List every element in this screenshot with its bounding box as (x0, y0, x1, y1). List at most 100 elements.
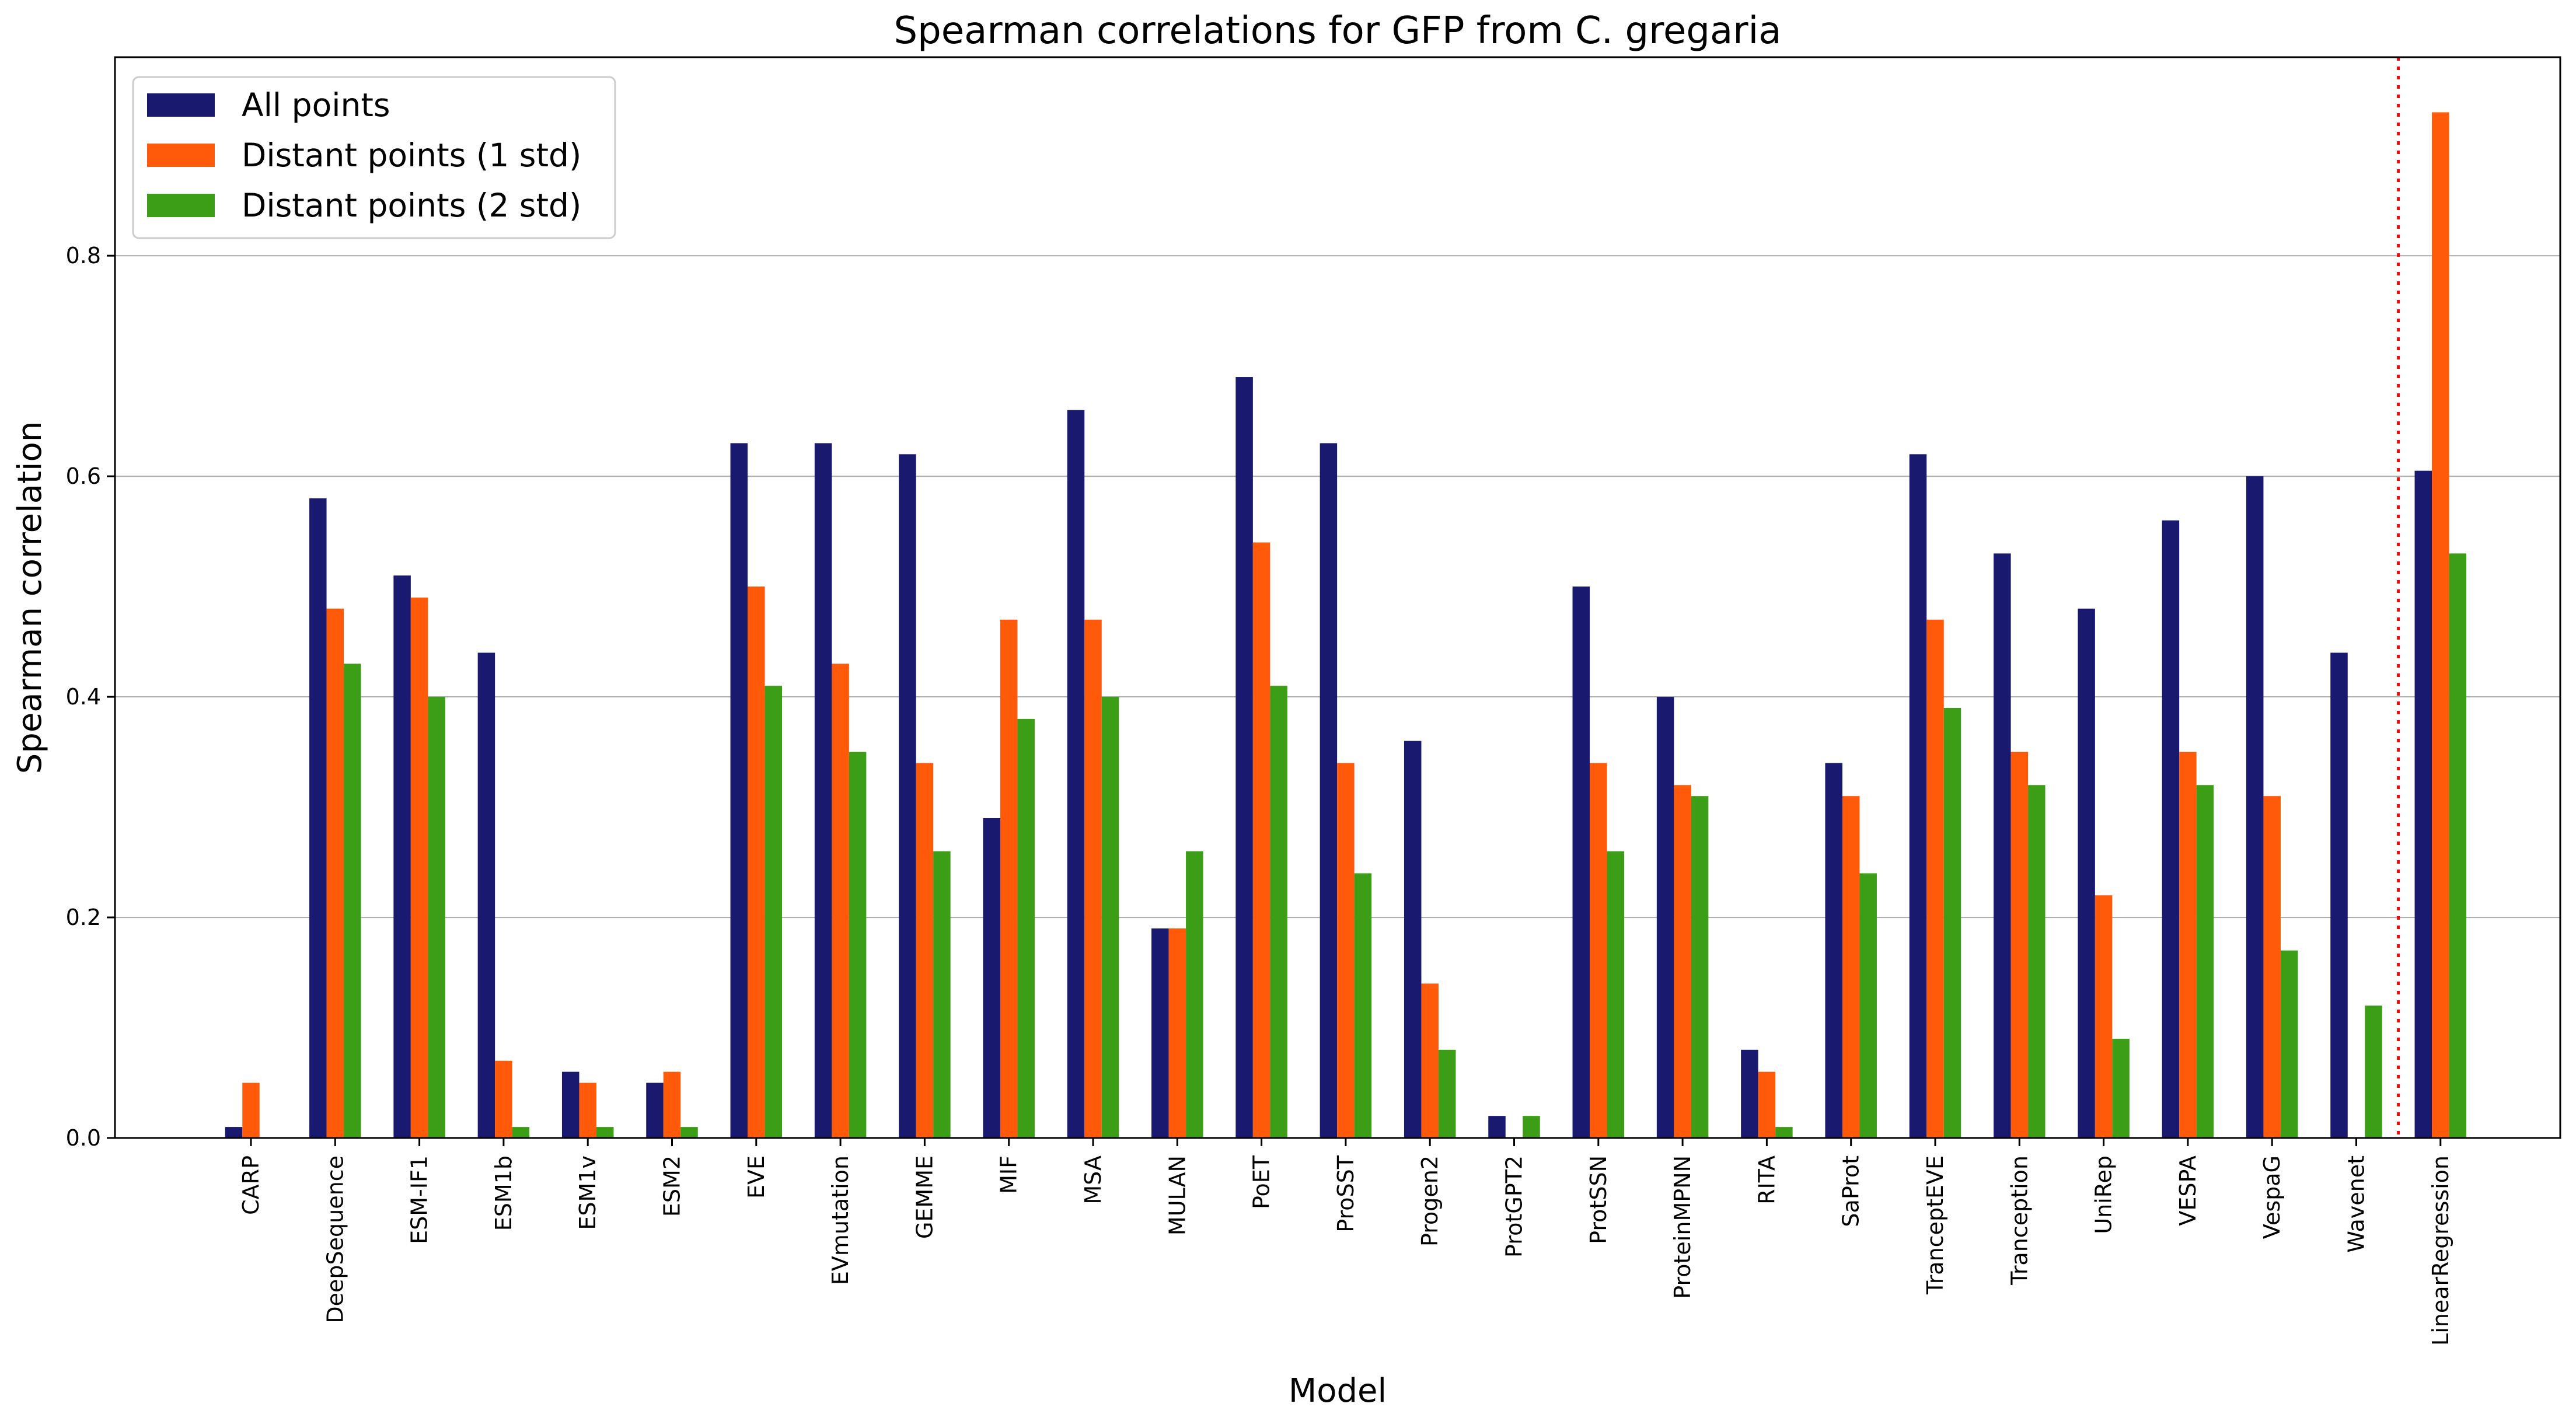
bar (1168, 928, 1186, 1138)
bar (477, 652, 495, 1138)
legend: All points Distant points (1 std) Distant … (132, 76, 616, 239)
bar (1337, 763, 1355, 1138)
bar (1404, 741, 1422, 1138)
bar (579, 1083, 596, 1138)
bar (1758, 1071, 1776, 1138)
plot-frame (114, 56, 2561, 1139)
x-tick-label: ProSST (1333, 1155, 1359, 1233)
bar (849, 752, 867, 1138)
bar (561, 1071, 580, 1138)
x-tick-label: CARP (238, 1155, 264, 1215)
bar (1488, 1116, 1506, 1138)
bar (1825, 763, 1842, 1138)
bar (1943, 707, 1961, 1138)
y-tick-label: 0.4 (66, 684, 101, 710)
bar (1235, 377, 1253, 1139)
x-tick-label: RITA (1754, 1155, 1779, 1204)
bar (730, 443, 748, 1138)
bar (242, 1083, 260, 1138)
legend-swatch (147, 93, 215, 117)
bar (2010, 752, 2029, 1138)
x-tick-label: Wavenet (2344, 1155, 2369, 1253)
x-tick-label: Tranception (2006, 1155, 2032, 1286)
bar (1607, 851, 1625, 1138)
legend-swatch (147, 144, 215, 167)
bar (748, 586, 765, 1138)
bar (814, 443, 832, 1138)
x-tick-label: SaProt (1838, 1155, 1864, 1227)
x-tick-label: VespaG (2259, 1155, 2285, 1239)
legend-label: Distant points (2 std) (242, 187, 581, 224)
bar (1252, 542, 1270, 1138)
legend-frame (132, 76, 616, 239)
bar (2365, 1005, 2382, 1138)
bar (2263, 796, 2281, 1138)
bar (646, 1083, 664, 1138)
bar (1354, 873, 1372, 1138)
bar (2095, 895, 2113, 1138)
y-tick-label: 0.6 (66, 463, 101, 489)
x-tick-label: UniRep (2091, 1155, 2117, 1234)
bar (1270, 686, 1287, 1138)
x-tick-label: TranceptEVE (1922, 1155, 1948, 1295)
bar (1067, 410, 1085, 1139)
x-tick-label: ESM1v (575, 1155, 601, 1230)
x-tick-label: ESM-IF1 (407, 1155, 432, 1244)
bar (1842, 796, 1860, 1138)
bar (2414, 470, 2432, 1138)
bar (2078, 608, 2095, 1138)
bar (1909, 454, 1927, 1138)
bar (344, 664, 361, 1138)
bar (1101, 697, 1119, 1138)
bar (1656, 697, 1674, 1138)
bar (2280, 950, 2298, 1138)
x-tick-label: EVmutation (828, 1155, 853, 1285)
bar (2449, 553, 2467, 1138)
bar (2246, 476, 2264, 1138)
bar (1994, 553, 2011, 1138)
bar (680, 1127, 698, 1138)
bar (933, 851, 951, 1138)
x-tick-label: EVE (744, 1155, 769, 1199)
bar (225, 1127, 243, 1138)
bar (428, 697, 445, 1138)
bar (393, 575, 411, 1138)
x-tick-label: VESPA (2175, 1155, 2201, 1226)
x-tick-label: ProtGPT2 (1502, 1155, 1527, 1258)
y-tick-label: 0.2 (66, 905, 101, 930)
chart-title: Spearman correlations for GFP from C. gr… (894, 9, 1782, 53)
x-tick-label: ESM1b (491, 1155, 516, 1231)
x-axis-label: Model (1289, 1372, 1387, 1410)
bar (2179, 752, 2197, 1138)
bar (2162, 520, 2180, 1138)
bar (663, 1071, 681, 1138)
x-tick-label: MIF (996, 1155, 1022, 1194)
bar (495, 1060, 512, 1138)
bar (596, 1127, 614, 1138)
bar (1590, 763, 1607, 1138)
bar (309, 498, 327, 1138)
bar (2196, 785, 2214, 1138)
bar (1320, 443, 1338, 1138)
x-tick-label: MULAN (1164, 1155, 1190, 1235)
bar (1859, 873, 1877, 1138)
bar (1674, 785, 1691, 1138)
y-axis-label: Spearman correlation (11, 421, 49, 774)
x-tick-label: MSA (1080, 1155, 1106, 1204)
x-tick-label: ProtSSN (1586, 1155, 1611, 1244)
bar (1421, 983, 1439, 1138)
bar (1572, 586, 1590, 1138)
bar (832, 664, 849, 1138)
bar (1926, 619, 1944, 1138)
x-tick-label: GEMME (912, 1155, 937, 1239)
x-tick-label: ESM2 (659, 1155, 685, 1217)
bar (1186, 851, 1203, 1138)
bar (899, 454, 916, 1138)
x-tick-label: DeepSequence (322, 1155, 348, 1324)
bar (326, 608, 344, 1138)
bar (765, 686, 783, 1138)
x-tick-label: PoET (1249, 1155, 1275, 1209)
bar (2432, 112, 2449, 1139)
